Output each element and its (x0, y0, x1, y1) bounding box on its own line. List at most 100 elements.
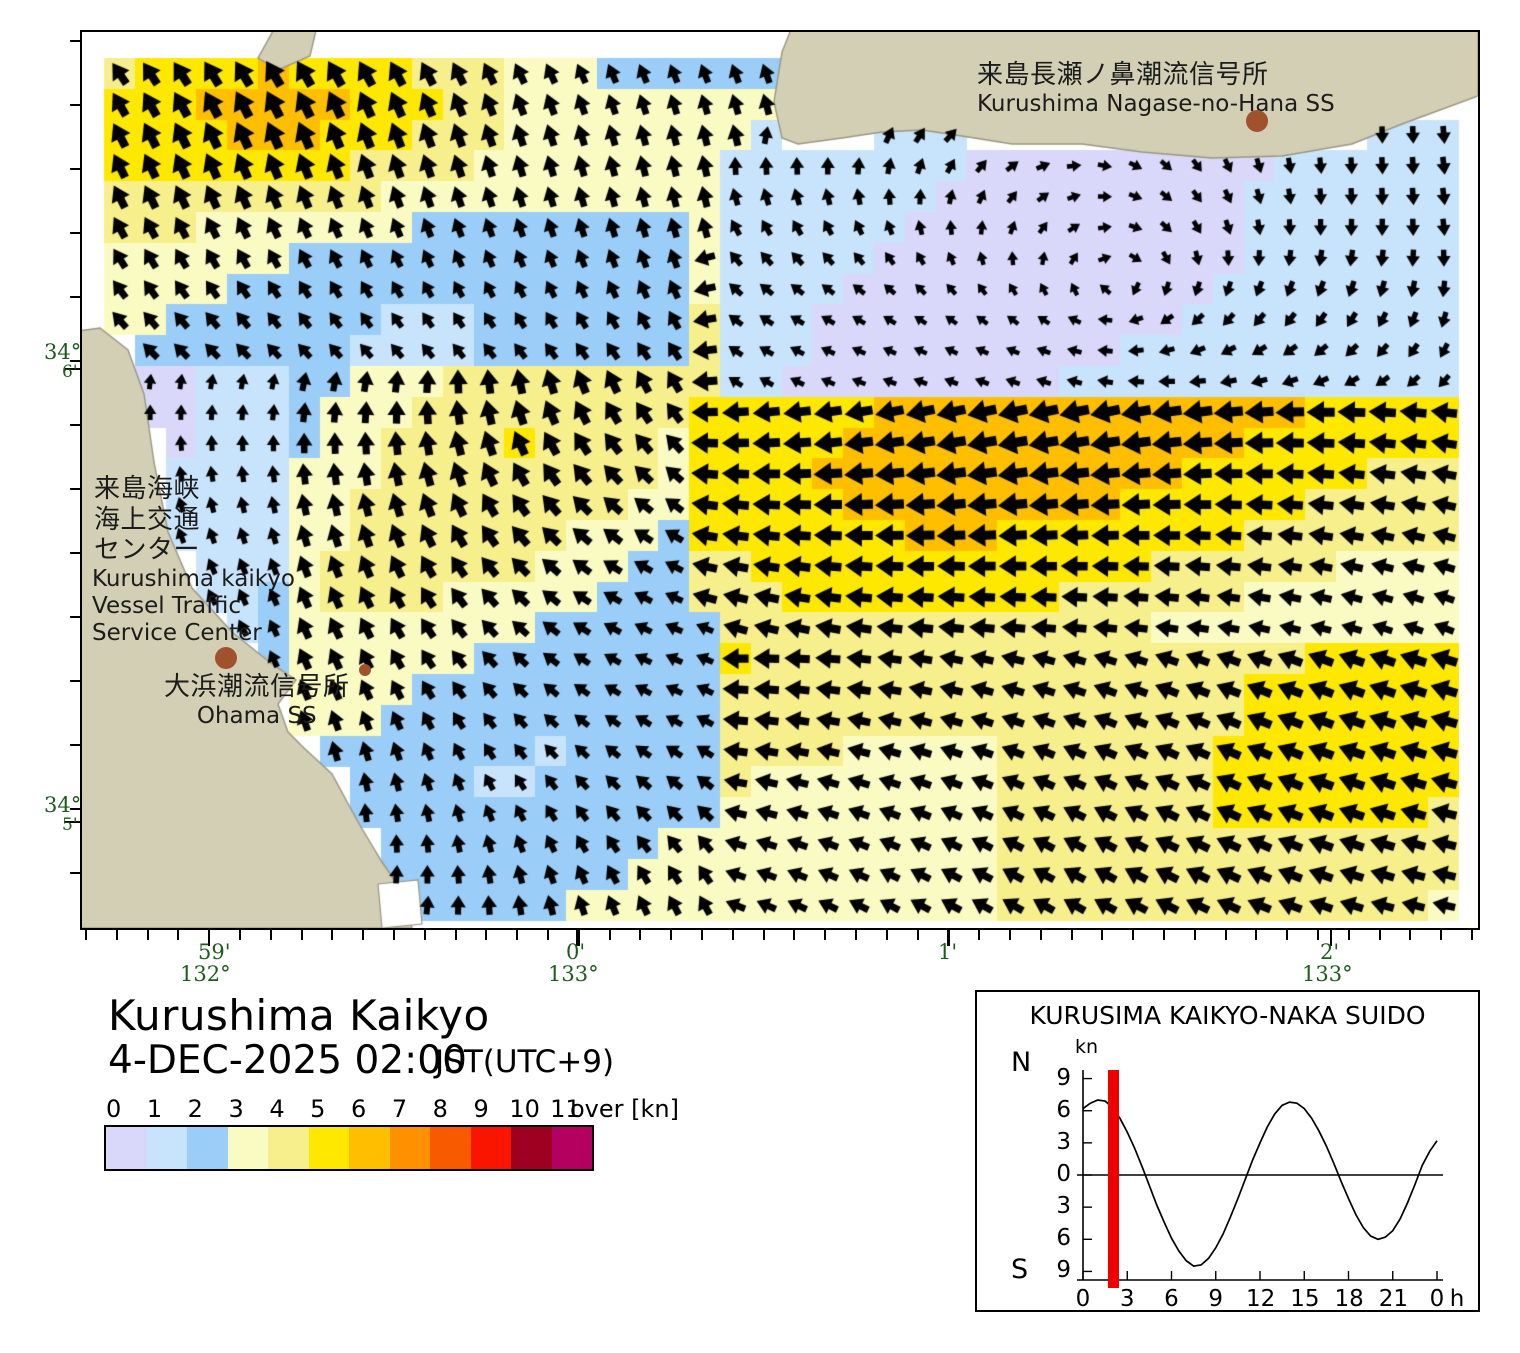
x-axis-tick (701, 930, 703, 940)
y-axis-tick-major (64, 821, 80, 823)
colorbar-tick-11: 11 (550, 1095, 581, 1123)
colorbar-tick-6: 6 (351, 1095, 367, 1123)
x-axis-tick (393, 930, 395, 940)
tidal-current-map[interactable]: 来島長瀬ノ鼻潮流信号所 Kurushima Nagase-no-Hana SS … (80, 30, 1480, 930)
tide-x-tick-label: 18 (1334, 1286, 1364, 1312)
x-axis-tick (1286, 930, 1289, 940)
x-axis-tick (362, 930, 365, 940)
x-axis-tick (1317, 930, 1319, 940)
tide-current-curve (1082, 1099, 1438, 1267)
x-axis-tick (85, 930, 87, 940)
x-axis-tick-major (576, 930, 578, 946)
x-axis-degree-label: 133° (1302, 962, 1353, 986)
colorbar-swatch-10 (511, 1127, 552, 1169)
tide-y-tick-label: 9 (1056, 1257, 1071, 1284)
label-kurushima-kaikyo-vts: 来島海峡 海上交通 センター Kurushima kaikyo Vessel T… (92, 474, 295, 647)
colorbar-tick-7: 7 (391, 1095, 408, 1123)
label-jp-line-3: センター (94, 535, 201, 566)
colorbar-swatch-1 (146, 1127, 187, 1169)
colorbar-swatch-11 (551, 1127, 592, 1169)
colorbar-swatch-5 (308, 1127, 349, 1169)
x-axis-tick (731, 930, 734, 940)
x-axis-tick (1039, 930, 1042, 940)
x-axis-tick (1378, 930, 1381, 940)
tide-x-tick-label: 3 (1119, 1286, 1135, 1312)
tide-x-unit-label: h (1449, 1286, 1465, 1312)
tide-south-label: S (1011, 1254, 1029, 1285)
x-axis-tick (1347, 930, 1350, 940)
tide-y-tick-label: 3 (1056, 1193, 1071, 1220)
colorbar-tick-labels: 0 1 2 3 4 5 6 7 8 9 10 11 over [kn] (104, 1095, 679, 1125)
colorbar-swatch-9 (470, 1127, 511, 1169)
x-axis-tick (547, 930, 549, 940)
current-time-marker (1107, 1070, 1119, 1288)
label-en-line-3: Service Center (92, 620, 262, 647)
colorbar-swatch-4 (268, 1127, 309, 1169)
colorbar-swatch-0 (106, 1127, 147, 1169)
label-en-line-2: Vessel Traffic (92, 593, 242, 620)
tide-x-tick-label: 0 (1429, 1286, 1445, 1312)
x-axis-tick (978, 930, 981, 940)
y-axis-tick (70, 872, 80, 874)
x-axis-tick (577, 930, 580, 946)
x-axis-tick (1471, 930, 1473, 940)
x-axis-tick (916, 930, 919, 940)
tide-x-tick-label: 15 (1290, 1286, 1320, 1312)
x-axis-tick (331, 930, 334, 940)
x-axis-tick-major (948, 930, 950, 946)
timezone-text: JST(UTC+9) (435, 1044, 615, 1081)
tide-chart-title: KURUSIMA KAIKYO-NAKA SUIDO (1029, 1001, 1426, 1030)
x-axis-tick (762, 930, 765, 940)
y-axis-minute-label: 6' (62, 362, 78, 382)
y-axis-tick (70, 616, 80, 618)
x-axis-tick (1193, 930, 1196, 940)
station-dot-ohama[interactable] (359, 664, 371, 676)
label-jp: 来島長瀬ノ鼻潮流信号所 (977, 60, 1269, 90)
label-en: Ohama SS (196, 702, 317, 729)
label-jp-line-2: 海上交通 (94, 504, 201, 535)
x-axis-tick (239, 930, 241, 940)
tide-y-tick-label: 6 (1056, 1096, 1071, 1123)
x-axis-tick-major (208, 930, 210, 946)
x-axis-tick (1163, 930, 1165, 940)
x-axis-tick (639, 930, 642, 940)
colorbar-swatch-8 (430, 1127, 471, 1169)
colorbar-swatch-2 (187, 1127, 228, 1169)
x-axis-minute-label: 0' (566, 940, 586, 964)
colorbar-tick-9: 9 (473, 1095, 489, 1123)
x-axis-tick (824, 930, 827, 940)
y-axis-tick (70, 296, 80, 298)
tide-x-tick-label: 21 (1378, 1286, 1409, 1312)
colorbar-tick-3: 3 (228, 1095, 244, 1123)
title-block: Kurushima Kaikyo 4-DEC-2025 02:00 JST(UT… (108, 993, 614, 1086)
x-axis-tick (608, 930, 611, 940)
label-jp: 大浜潮流信号所 (164, 672, 350, 702)
colorbar-swatch-7 (389, 1127, 430, 1169)
colorbar-tick-4: 4 (269, 1095, 285, 1123)
tide-current-inset[interactable]: KURUSIMA KAIKYO-NAKA SUIDO kn N S 9 6 3 0 3 6… (975, 990, 1480, 1312)
label-en-line-1: Kurushima kaikyo (92, 566, 295, 593)
x-axis-tick (1255, 930, 1258, 940)
x-axis-tick (1132, 930, 1135, 940)
y-axis-tick (70, 104, 80, 106)
tide-unit-label: kn (1075, 1036, 1099, 1058)
x-axis-tick (793, 930, 796, 940)
x-axis-degree-label: 132° (180, 962, 231, 986)
y-axis-tick (70, 424, 80, 426)
y-axis-tick (70, 680, 80, 682)
x-axis-minute-label: 1' (938, 940, 958, 964)
colorbar-tick-0: 0 (106, 1095, 122, 1123)
tide-x-tick-label: 0 (1075, 1286, 1091, 1312)
x-axis-tick (1070, 930, 1073, 940)
y-axis-tick (70, 552, 80, 554)
station-dot-vts-center[interactable] (215, 647, 237, 669)
station-dot-nagase-no-hana[interactable] (1246, 110, 1268, 132)
x-axis-tick (885, 930, 888, 940)
tide-x-tick-label: 9 (1208, 1286, 1224, 1312)
x-axis-tick (1009, 930, 1011, 940)
x-axis-tick (454, 930, 457, 940)
x-axis-tick (1101, 930, 1104, 940)
tide-curve-svg (1077, 1070, 1443, 1281)
x-axis-tick-major (1330, 930, 1332, 946)
x-axis-tick (1440, 930, 1443, 940)
